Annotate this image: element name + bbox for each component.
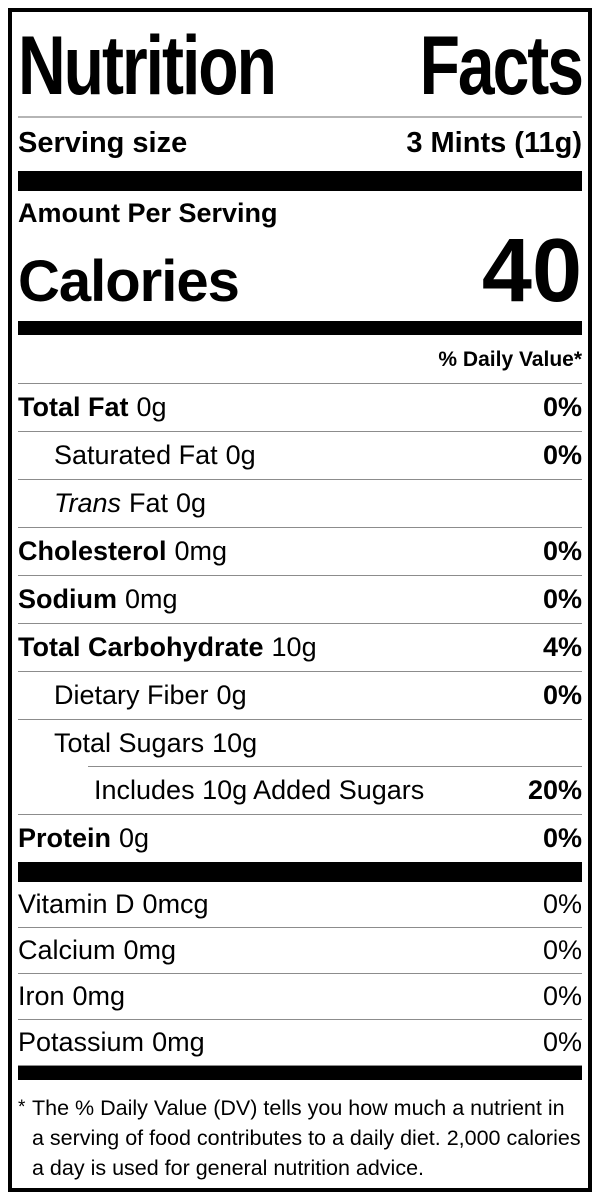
vitamin-name: Calcium bbox=[18, 935, 116, 965]
nutrient-name: Total Carbohydrate bbox=[18, 632, 264, 662]
nutrient-amount: 0g bbox=[119, 823, 150, 853]
nutrient-amount: 0g bbox=[136, 392, 167, 422]
nutrient-dv: 0% bbox=[542, 584, 582, 614]
nutrient-dv: 4% bbox=[542, 632, 582, 662]
nutrient-row-sodium: Sodium 0mg 0% bbox=[18, 576, 582, 624]
vitamin-row-vitamin-d: Vitamin D 0mcg 0% bbox=[18, 882, 582, 928]
vitamin-amount: 0mg bbox=[152, 1027, 205, 1057]
nutrient-dv: 20% bbox=[527, 775, 582, 805]
vitamin-dv: 0% bbox=[542, 1027, 582, 1057]
nutrient-name: Fat bbox=[129, 488, 169, 518]
vitamin-dv: 0% bbox=[542, 935, 582, 965]
title-divider bbox=[18, 116, 582, 118]
nutrient-name: Sodium bbox=[18, 584, 117, 614]
divider-bar-thick-middle bbox=[18, 862, 582, 882]
vitamin-amount: 0mg bbox=[123, 935, 177, 965]
label-title: Nutrition Facts bbox=[18, 18, 584, 112]
vitamin-amount: 0mg bbox=[72, 981, 126, 1011]
nutrient-name: Dietary Fiber bbox=[54, 680, 209, 710]
nutrient-row-total-carbohydrate: Total Carbohydrate 10g 4% bbox=[18, 624, 582, 672]
calories-value: 40 bbox=[481, 221, 582, 321]
nutrient-dv: 0% bbox=[542, 440, 582, 470]
nutrient-row-dietary-fiber: Dietary Fiber 0g 0% bbox=[18, 672, 582, 720]
nutrient-amount: 0g bbox=[225, 440, 256, 470]
nutrient-name: Protein bbox=[18, 823, 112, 853]
nutrient-name: Total Sugars bbox=[54, 728, 205, 758]
footnote-asterisk: * bbox=[18, 1097, 26, 1118]
nutrient-name-italic: Trans bbox=[54, 488, 122, 518]
nutrient-row-added-sugars: Includes 10g Added Sugars 20% bbox=[18, 767, 582, 815]
footnote-text: The % Daily Value (DV) tells you how muc… bbox=[32, 1096, 581, 1181]
nutrient-row-saturated-fat: Saturated Fat 0g 0% bbox=[18, 432, 582, 480]
vitamin-dv: 0% bbox=[542, 889, 582, 919]
nutrient-row-cholesterol: Cholesterol 0mg 0% bbox=[18, 528, 582, 576]
nutrient-row-total-fat: Total Fat 0g 0% bbox=[18, 384, 582, 432]
serving-size-row: Serving size 3 Mints (11g) bbox=[18, 118, 582, 171]
vitamin-row-calcium: Calcium 0mg 0% bbox=[18, 928, 582, 974]
vitamin-name: Vitamin D bbox=[18, 889, 135, 919]
nutrient-row-trans-fat: Trans Fat 0g bbox=[18, 480, 582, 528]
calories-label: Calories bbox=[18, 249, 240, 314]
nutrient-row-total-sugars: Total Sugars 10g bbox=[18, 720, 582, 767]
vitamin-row-potassium: Potassium 0mg 0% bbox=[18, 1020, 582, 1066]
nutrient-amount: 0g bbox=[176, 488, 207, 518]
vitamin-amount: 0mcg bbox=[142, 889, 209, 919]
divider-bar-medium bbox=[18, 321, 582, 335]
nutrient-dv: 0% bbox=[542, 536, 582, 566]
vitamin-name: Potassium bbox=[18, 1027, 145, 1057]
nutrient-name: Cholesterol bbox=[18, 536, 167, 566]
nutrition-facts-label: Nutrition Facts Serving size 3 Mints (11… bbox=[8, 8, 592, 1192]
footnote: * The % Daily Value (DV) tells you how m… bbox=[18, 1080, 582, 1183]
nutrient-name: Saturated Fat bbox=[54, 440, 218, 470]
nutrient-amount: 0mg bbox=[125, 584, 178, 614]
nutrient-amount: 10g bbox=[212, 728, 258, 758]
nutrient-amount: 10g bbox=[271, 632, 317, 662]
divider-bar-medium-bottom bbox=[18, 1066, 582, 1080]
nutrient-name: Includes 10g Added Sugars bbox=[94, 775, 425, 805]
daily-value-header: % Daily Value* bbox=[18, 335, 582, 384]
nutrient-dv: 0% bbox=[542, 680, 582, 710]
vitamin-row-iron: Iron 0mg 0% bbox=[18, 974, 582, 1020]
nutrient-dv: 0% bbox=[542, 823, 582, 853]
nutrient-name: Total Fat bbox=[18, 392, 129, 422]
serving-size-value: 3 Mints (11g) bbox=[406, 127, 582, 159]
vitamin-dv: 0% bbox=[542, 981, 582, 1011]
divider-bar-thick-top bbox=[18, 171, 582, 191]
nutrient-amount: 0mg bbox=[174, 536, 228, 566]
nutrient-amount: 0g bbox=[216, 680, 247, 710]
calories-row: Calories 40 bbox=[18, 221, 582, 321]
serving-size-label: Serving size bbox=[18, 127, 188, 159]
nutrient-dv: 0% bbox=[542, 392, 582, 422]
amount-per-serving-label: Amount Per Serving bbox=[18, 198, 278, 228]
vitamin-name: Iron bbox=[18, 981, 65, 1011]
nutrient-row-protein: Protein 0g 0% bbox=[18, 815, 582, 862]
